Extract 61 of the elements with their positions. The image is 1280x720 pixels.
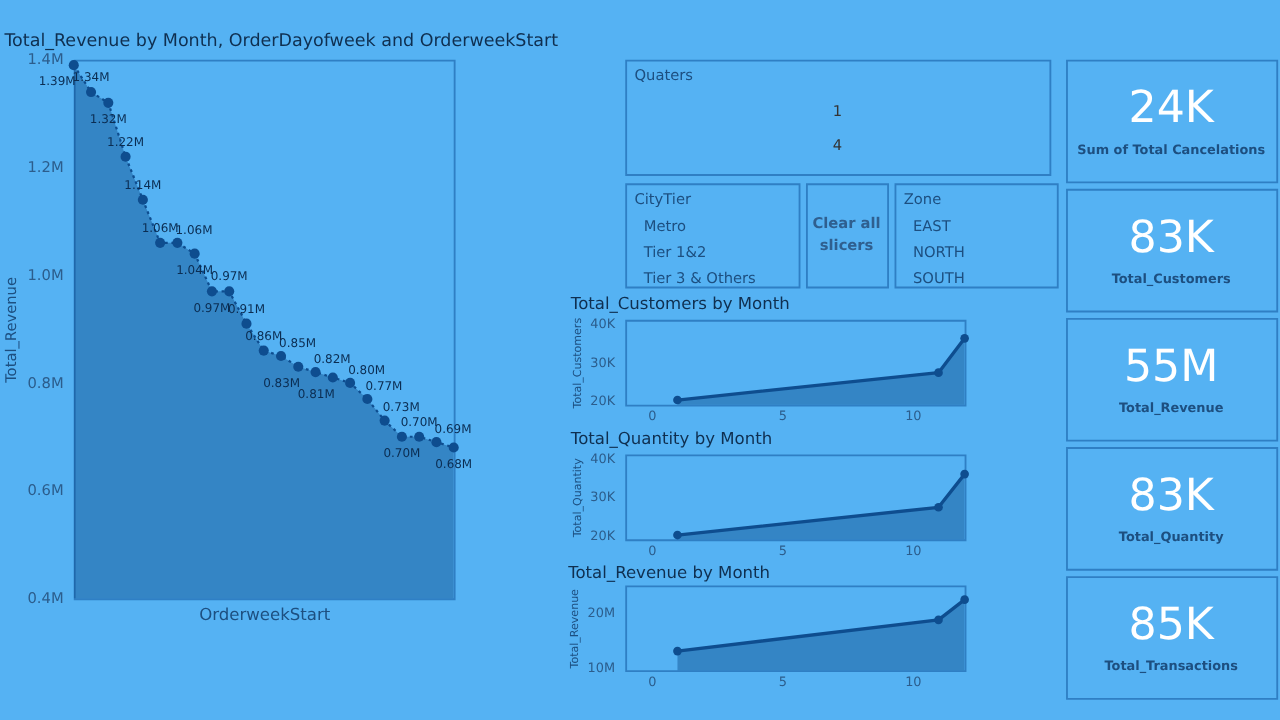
text: Quaters — [634, 66, 694, 85]
point — [396, 431, 407, 442]
text: 4 — [832, 135, 843, 154]
text: Zone — [903, 189, 943, 208]
text: 24K — [1128, 82, 1215, 135]
point — [68, 60, 79, 71]
point — [960, 595, 969, 604]
point — [258, 345, 269, 356]
point — [172, 237, 183, 248]
text: 1 — [832, 101, 843, 120]
y-tick-label: 1.4M — [27, 50, 64, 69]
point — [431, 437, 442, 448]
y-tick-label: 0.8M — [27, 373, 64, 392]
chart-title: Total_Revenue by Month, OrderDayofweek and OrderweekStart — [2, 31, 560, 52]
point — [293, 361, 304, 372]
chart-title: Total_Quantity by Month — [568, 427, 773, 448]
text: SOUTH — [912, 268, 965, 287]
point — [85, 87, 97, 98]
text: Tier 1&2 — [641, 243, 707, 262]
text: 55M — [1123, 340, 1219, 393]
point — [155, 237, 166, 248]
point — [345, 377, 356, 388]
text: 83K — [1128, 469, 1215, 522]
point — [275, 350, 287, 361]
point — [206, 286, 217, 297]
x-axis-title: OrderweekStart — [199, 603, 332, 624]
point — [673, 646, 682, 656]
point — [327, 372, 338, 383]
text: 85K — [1128, 598, 1215, 651]
point — [414, 431, 425, 442]
y-tick-label: 1.2M — [27, 158, 64, 177]
point — [310, 367, 321, 378]
point — [673, 530, 682, 540]
point — [960, 334, 969, 343]
text: EAST — [912, 217, 952, 236]
chart-title: Total_Customers by Month — [568, 292, 790, 313]
text: CityTier — [634, 189, 693, 208]
point — [224, 286, 235, 297]
point — [189, 248, 200, 259]
text: 83K — [1128, 211, 1215, 264]
point — [103, 97, 114, 108]
y-axis-title: Total_Revenue — [2, 276, 21, 385]
point — [120, 151, 131, 162]
text: Tier 3 & Others — [641, 268, 757, 287]
text: NORTH — [912, 243, 965, 262]
y-tick-label: 0.6M — [27, 481, 64, 500]
text: Clear all slicers — [812, 213, 881, 254]
point — [934, 368, 943, 377]
point — [379, 415, 390, 426]
point — [960, 469, 969, 479]
chart-title: Total_Revenue by Month — [566, 562, 771, 583]
text: Metro — [643, 217, 687, 236]
point — [673, 395, 682, 405]
y-tick-label: 0.4M — [27, 588, 64, 607]
point — [934, 502, 943, 512]
point — [137, 194, 148, 205]
point — [241, 318, 252, 329]
point — [362, 394, 373, 405]
point — [934, 615, 943, 625]
y-tick-label: 1.0M — [27, 265, 64, 284]
point — [448, 442, 459, 453]
